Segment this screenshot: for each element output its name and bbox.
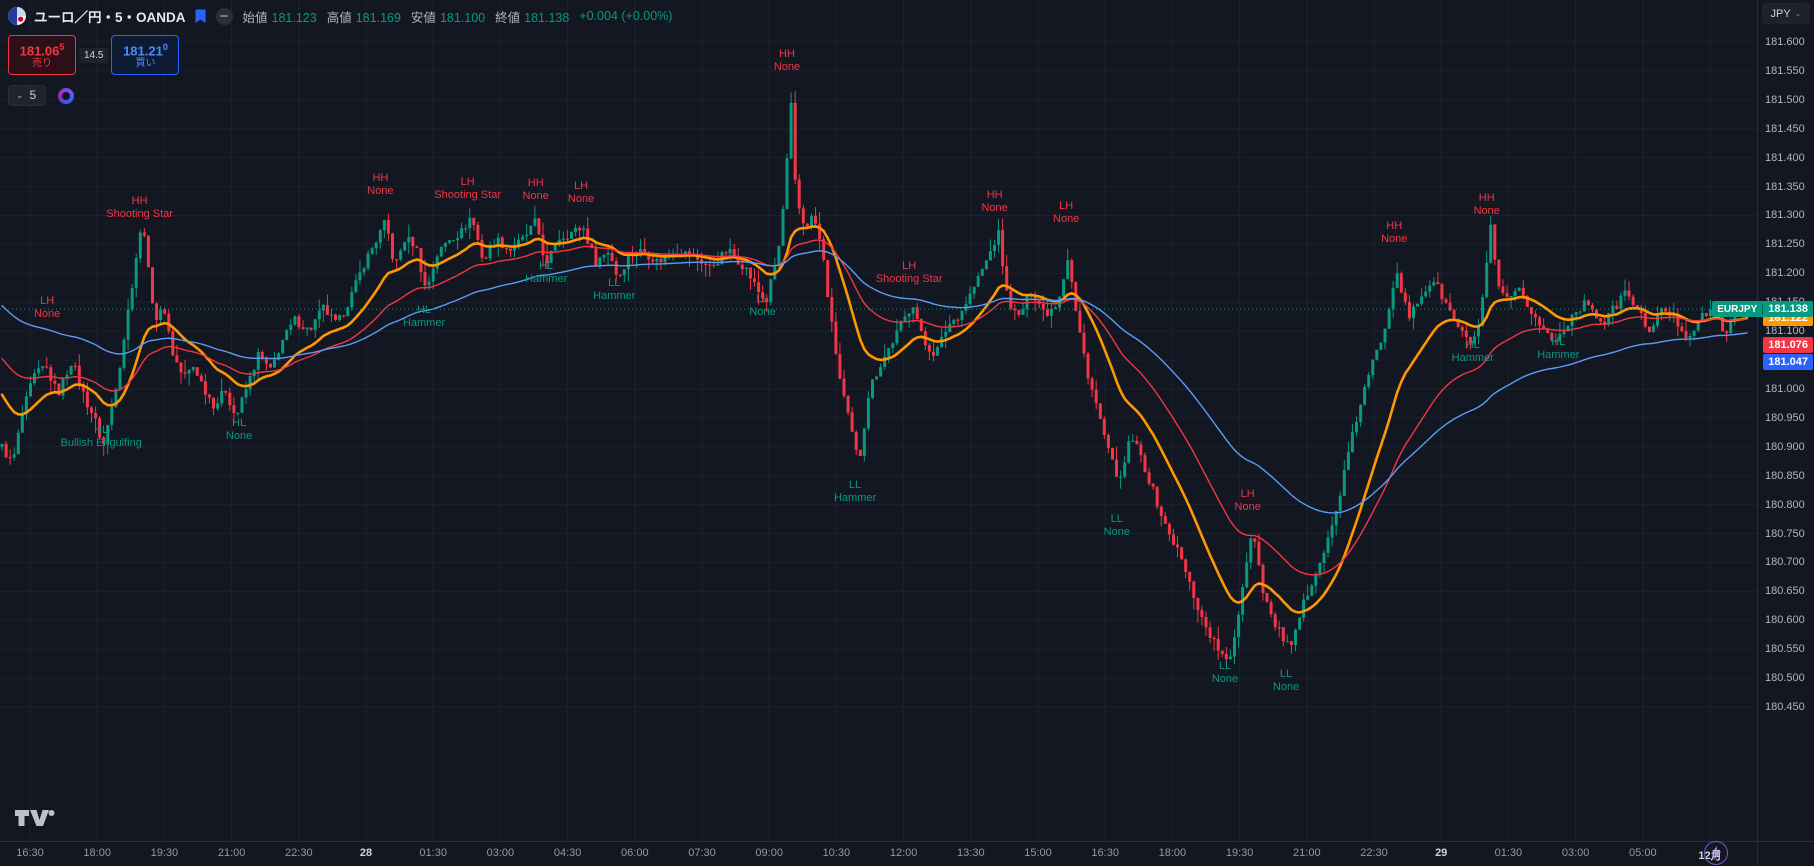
ohlc-close: 終値 181.138 [495, 10, 570, 25]
time-tick-label: 19:30 [1225, 847, 1254, 859]
price-tick-label: 180.500 [1765, 672, 1805, 685]
time-tick-label: 12:00 [889, 847, 918, 859]
chevron-down-icon: ⌄ [16, 89, 24, 100]
time-tick-label: 03:00 [1561, 847, 1590, 859]
price-tick-label: 180.900 [1765, 440, 1805, 453]
price-tick-label: 181.350 [1765, 180, 1805, 193]
candlestick-chart[interactable] [0, 0, 1758, 842]
price-tick-label: 181.400 [1765, 151, 1805, 164]
axis-currency-button[interactable]: JPY ⌄ [1762, 3, 1810, 24]
tradingview-logo[interactable] [14, 807, 56, 834]
price-tick-label: 181.300 [1765, 209, 1805, 222]
chart-header: ユーロ／円・5・OANDA 始値 181.123 高値 181.169 安値 181.… [8, 6, 672, 106]
ohlc-high: 高値 181.169 [326, 10, 401, 25]
symbol-title[interactable]: ユーロ／円・5・OANDA [34, 10, 186, 25]
time-tick-label: 16:30 [1091, 847, 1119, 859]
buy-price: 181.210 [123, 41, 168, 59]
price-tick-label: 180.650 [1765, 585, 1805, 598]
price-tick-label: 180.450 [1765, 701, 1805, 713]
time-tick-label: 21:00 [217, 847, 246, 859]
axis-corner [1757, 841, 1814, 866]
minus-icon [220, 15, 229, 17]
time-tick-label: 18:00 [1158, 847, 1187, 859]
price-tick-label: 181.450 [1765, 122, 1805, 135]
time-axis[interactable]: 16:30 18:00 19:30 21:00 22:30 28 01:30 03:00 04:… [0, 841, 1758, 866]
price-tick-label: 181.250 [1765, 238, 1805, 251]
time-tick-label: 19:30 [150, 847, 179, 859]
sell-label: 売り [32, 58, 52, 70]
price-tick-label: 180.550 [1765, 643, 1805, 656]
trade-panel: 181.065 売り 14.5 181.210 買い [8, 35, 672, 75]
symbol-logo-icon [8, 7, 26, 25]
time-tick-label: 01:30 [419, 847, 447, 859]
hide-button[interactable] [215, 7, 233, 25]
flag-icon[interactable] [194, 9, 208, 24]
lightning-button[interactable] [1704, 841, 1728, 865]
time-tick-label: 13:30 [957, 847, 985, 859]
time-tick-label: 29 [1435, 847, 1448, 859]
price-tick-label: 180.600 [1765, 614, 1805, 627]
price-tick-label: 181.100 [1765, 325, 1805, 338]
time-tick-label: 22:30 [285, 847, 313, 859]
price-tick-label: 181.200 [1765, 267, 1805, 280]
indicator-logo-icon[interactable] [58, 87, 75, 104]
time-tick-label: 04:30 [553, 847, 582, 859]
interval-selector[interactable]: ⌄ 5 [8, 85, 47, 106]
interval-value: 5 [29, 88, 37, 102]
price-tick-label: 181.000 [1765, 382, 1805, 395]
time-tick-label: 05:00 [1629, 847, 1657, 859]
price-axis[interactable]: JPY ⌄ 181.600 181.550 181.500 181.450 181.40… [1757, 0, 1814, 842]
time-tick-label: 21:00 [1293, 847, 1321, 859]
price-tick-label: 181.600 [1765, 36, 1805, 48]
price-tick-label: 180.950 [1765, 411, 1805, 424]
spread-value: 14.5 [79, 47, 109, 63]
ohlc-readout: 始値 181.123 高値 181.169 安値 181.100 終値 181.138 … [243, 7, 673, 26]
chevron-down-icon: ⌄ [1794, 9, 1802, 18]
price-tick-label: 180.800 [1765, 498, 1805, 511]
lightning-icon [1711, 846, 1721, 860]
price-tick-label: 181.150 [1765, 296, 1805, 309]
time-tick-label: 22:30 [1360, 847, 1388, 859]
price-tick-label: 181.550 [1765, 64, 1805, 77]
buy-button[interactable]: 181.210 買い [111, 35, 180, 75]
price-tick-label: 180.700 [1765, 556, 1805, 569]
price-tick-label: 181.050 [1765, 354, 1805, 367]
axis-currency-label: JPY [1770, 7, 1791, 20]
time-tick-label: 07:30 [688, 847, 716, 859]
time-tick-label: 28 [359, 847, 373, 859]
time-tick-label: 15:00 [1024, 847, 1052, 859]
sell-price: 181.065 [19, 41, 65, 59]
time-tick-label: 09:00 [755, 847, 783, 859]
time-tick-label: 03:00 [486, 847, 515, 859]
sell-button[interactable]: 181.065 売り [8, 35, 76, 75]
price-tick-label: 180.850 [1765, 469, 1805, 482]
time-tick-label: 01:30 [1494, 847, 1523, 859]
time-tick-label: 18:00 [83, 847, 111, 859]
time-tick-label: 16:30 [16, 847, 44, 859]
time-tick-label: 06:00 [621, 847, 649, 859]
ohlc-low: 安値 181.100 [410, 10, 486, 25]
time-tick-label: 10:30 [822, 847, 851, 859]
buy-label: 買い [135, 58, 156, 70]
price-tick-label: 180.750 [1765, 527, 1805, 540]
price-tick-label: 181.500 [1765, 93, 1805, 106]
ohlc-open: 始値 181.123 [242, 10, 317, 25]
ohlc-change: +0.004 (+0.00%) [579, 9, 673, 23]
